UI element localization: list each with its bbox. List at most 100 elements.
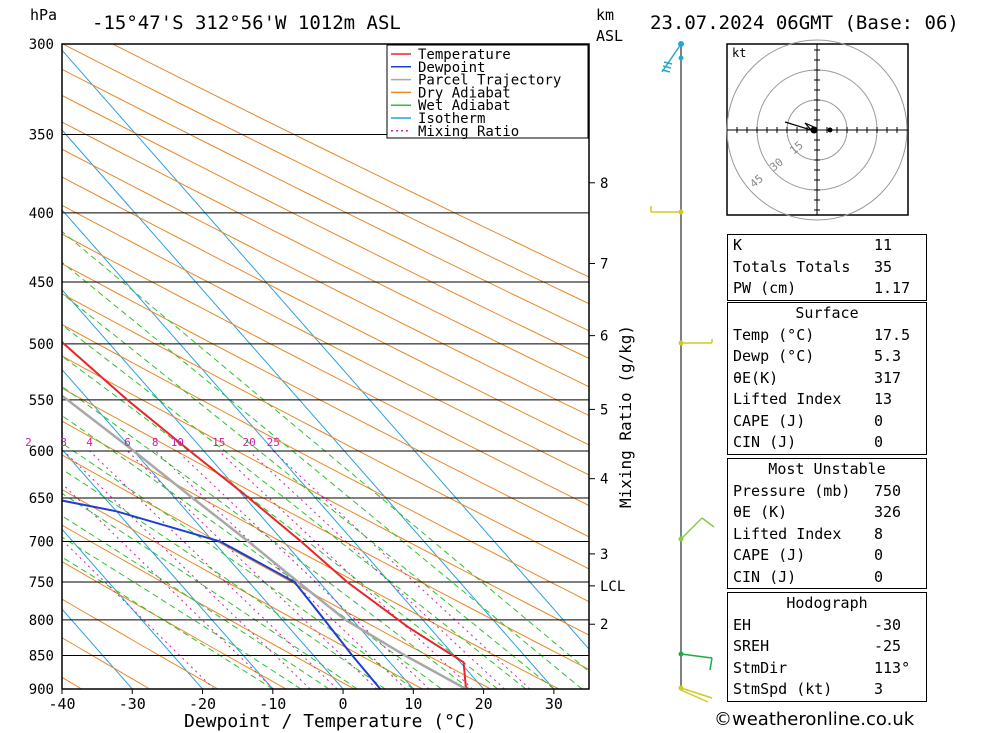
km-tick-label: 2 <box>600 617 608 633</box>
pressure-tick-label: 900 <box>29 682 54 698</box>
surface-table: Surface Temp (°C) 17.5 Dewp (°C) 5.3 θE(K)… <box>727 302 927 455</box>
surface-header: Surface <box>795 304 859 322</box>
legend-entry: Dry Adiabat <box>418 85 511 101</box>
pressure-tick-label: 700 <box>29 534 54 550</box>
indices-table: K 11 Totals Totals 35 PW (cm) 1.17 <box>727 234 927 301</box>
wind-level-marker <box>678 685 684 691</box>
hodo-eh: EH -30 <box>733 615 902 634</box>
pressure-tick-label: 600 <box>29 444 54 460</box>
surface-cin: CIN (J) 0 <box>733 433 884 451</box>
wind-barb <box>680 653 713 671</box>
wind-barb <box>681 339 713 344</box>
wet-adiabat-line <box>62 230 589 673</box>
km-tick-label: 7 <box>600 256 608 272</box>
surface-thetae: θE(K) 317 <box>733 368 902 387</box>
datetime-title: 23.07.2024 06GMT (Base: 06) <box>650 12 959 34</box>
pressure-tick-label: 400 <box>29 206 54 222</box>
wet-adiabat-line <box>62 324 527 689</box>
pressure-tick-label: 300 <box>29 37 54 53</box>
profiles <box>62 340 467 689</box>
storm-motion-marker <box>810 126 818 134</box>
most-unstable-table: Most Unstable Pressure (mb) 750 θE (K) 326… <box>727 458 927 589</box>
mixing-ratio-label: 15 <box>212 436 225 449</box>
mu-lifted-index: Lifted Index 8 <box>733 524 884 543</box>
most-unstable-header: Most Unstable <box>768 460 886 478</box>
mu-pressure: Pressure (mb) 750 <box>733 481 902 500</box>
dry-adiabat-line <box>62 637 150 689</box>
index-totals: Totals Totals 35 <box>733 257 893 276</box>
wind-level-marker <box>678 55 684 61</box>
temperature-tick-label: 20 <box>475 695 493 713</box>
asl-unit-label: ASL <box>596 27 623 45</box>
legend-entry: Mixing Ratio <box>418 124 519 140</box>
wind-level-marker <box>678 340 684 346</box>
mixing-ratio-line <box>218 450 473 689</box>
dry-adiabat-line <box>62 293 589 570</box>
wind-level-marker <box>678 536 684 542</box>
legend-box <box>386 44 589 139</box>
isotherm-line <box>62 209 484 689</box>
temperature-tick-label: -20 <box>189 695 216 713</box>
mixing-ratio-label: 10 <box>171 436 184 449</box>
hodograph-table: Hodograph EH -30 SREH -25 StmDir 113° StmSp… <box>727 592 927 702</box>
surface-temp: Temp (°C) 17.5 <box>733 325 911 344</box>
profile-dewpoint <box>62 499 382 689</box>
wind-barbs <box>650 41 715 703</box>
hodo-stmdir: StmDir 113° <box>733 658 911 677</box>
mu-cin: CIN (J) 0 <box>733 567 884 586</box>
index-k: K 11 <box>733 236 893 254</box>
km-tick-label: 6 <box>600 329 608 345</box>
km-tick-label: LCL <box>600 579 625 595</box>
wind-barb <box>661 43 682 73</box>
legend-entry: Isotherm <box>418 111 485 127</box>
km-tick-label: 4 <box>600 472 608 488</box>
pressure-tick-label: 500 <box>29 337 54 353</box>
x-axis-title: Dewpoint / Temperature (°C) <box>184 711 477 732</box>
index-pw: PW (cm) 1.17 <box>733 279 911 297</box>
credit-text: ©weatheronline.co.uk <box>714 709 915 730</box>
mixing-ratio-line <box>62 482 274 689</box>
km-tick-label: 3 <box>600 547 608 563</box>
legend-entry: Temperature <box>418 47 511 63</box>
legend-entry: Dewpoint <box>418 60 485 76</box>
pressure-tick-label: 350 <box>29 128 54 144</box>
wet-adiabat-line <box>62 292 555 689</box>
wet-adiabat-line <box>62 468 386 689</box>
location-title: -15°47'S 312°56'W 1012m ASL <box>92 12 401 34</box>
mixing-ratio-label: 6 <box>124 436 131 449</box>
isotherm-line <box>62 49 589 650</box>
hpa-unit-label: hPa <box>30 6 57 24</box>
axes: 300350400450500550600650700750800850900-… <box>29 37 626 713</box>
hodo-stmspd: StmSpd (kt) 3 <box>733 680 884 698</box>
temperature-tick-label: -30 <box>119 695 146 713</box>
pressure-tick-label: 450 <box>29 275 54 291</box>
wind-barb <box>650 206 681 213</box>
isotherm-line <box>62 129 555 689</box>
hodograph-unit: kt <box>732 46 746 60</box>
pressure-tick-label: 750 <box>29 575 54 591</box>
km-unit-label: km <box>596 6 614 24</box>
dry-adiabat-line <box>62 489 423 689</box>
surface-cape: CAPE (J) 0 <box>733 411 884 430</box>
profile-parcel-trajectory <box>62 394 467 689</box>
temperature-tick-label: 0 <box>339 695 348 713</box>
mixing-ratio-label: 20 <box>243 436 256 449</box>
mixing-ratio-labels: 12346810152025 <box>25 436 280 449</box>
mixing-ratio-label: 3 <box>60 436 67 449</box>
surface-dewp: Dewp (°C) 5.3 <box>733 347 902 365</box>
profile-temperature <box>62 340 467 689</box>
hodograph-table-header: Hodograph <box>786 594 868 612</box>
isotherm-line <box>62 608 133 689</box>
mixing-ratio-label: 8 <box>152 436 159 449</box>
y2-axis-title: Mixing Ratio (g/kg) <box>616 325 635 508</box>
hodo-sreh: SREH -25 <box>733 637 902 655</box>
pressure-tick-label: 550 <box>29 393 54 409</box>
dry-adiabat-line <box>62 420 560 689</box>
temperature-tick-label: -40 <box>48 695 75 713</box>
mean-wind-marker <box>827 127 833 133</box>
surface-lifted-index: Lifted Index 13 <box>733 390 893 408</box>
legend-entry: Wet Adiabat <box>418 98 511 114</box>
